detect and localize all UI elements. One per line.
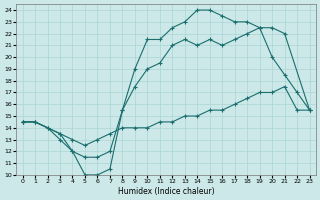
X-axis label: Humidex (Indice chaleur): Humidex (Indice chaleur)	[118, 187, 214, 196]
